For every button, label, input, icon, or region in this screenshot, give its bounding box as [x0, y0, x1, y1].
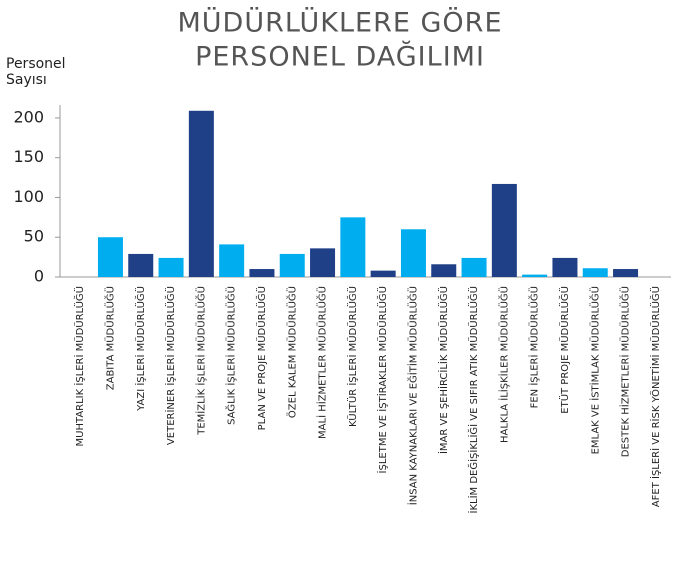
bar [310, 248, 336, 277]
x-tick-label: ETÜT PROJE MÜDÜRLÜĞÜ [558, 286, 571, 414]
x-tick-label: TEMİZLİK İŞLERİ MÜDÜRLÜĞÜ [194, 286, 207, 436]
y-tick-label: 150 [13, 147, 44, 166]
x-tick-label: KÜLTÜR İŞLERİ MÜDÜRLÜĞÜ [346, 286, 359, 427]
bar [249, 269, 275, 277]
x-tick-label: FEN İŞLERİ MÜDÜRLÜĞÜ [528, 286, 541, 408]
y-tick-label: 0 [34, 267, 44, 286]
bar [219, 244, 245, 277]
chart-title: PERSONEL DAĞILIMI [195, 41, 485, 73]
x-tick-label: İKLİM DEĞİŞİKLİĞİ VE SIFIR ATIK MÜDÜRLÜĞ… [467, 286, 480, 514]
x-tick-label: DESTEK HİZMETLERİ MÜDÜRLÜĞÜ [619, 286, 632, 457]
x-tick-label: AFET İŞLERİ VE RİSK YÖNETİMİ MÜDÜRLÜĞÜ [649, 286, 662, 507]
x-tick-label: MALİ HİZMETLER MÜDÜRLÜĞÜ [316, 286, 329, 439]
y-axis-label: Personel [6, 56, 66, 72]
bar [522, 274, 548, 277]
bar [552, 257, 578, 277]
x-tick-label: VETERİNER İŞLERİ MÜDÜRLÜĞÜ [164, 286, 177, 445]
bar [188, 110, 214, 277]
y-axis-label: Sayısı [6, 72, 47, 88]
bar [279, 253, 305, 277]
bar [400, 229, 426, 277]
bar [491, 183, 517, 277]
x-tick-label: EMLAK VE İSTİMLAK MÜDÜRLÜĞÜ [588, 286, 601, 454]
x-tick-label: SAĞLIK İŞLERİ MÜDÜRLÜĞÜ [225, 286, 238, 425]
bar [158, 257, 184, 277]
x-tick-label: İMAR VE ŞEHİRCİLİK MÜDÜRLÜĞÜ [437, 286, 450, 454]
x-tick-label: YAZI İŞLERİ MÜDÜRLÜĞÜ [134, 286, 147, 412]
x-tick-label: HALKLA İLİŞKİLER MÜDÜRLÜĞÜ [497, 286, 510, 443]
bar [128, 253, 154, 277]
chart-title: MÜDÜRLÜKLERE GÖRE [177, 7, 502, 39]
x-tick-label: MUHTARLIK İŞLERİ MÜDÜRLÜĞÜ [73, 286, 86, 446]
y-tick-label: 200 [13, 107, 44, 126]
y-tick-label: 50 [24, 227, 44, 246]
bar [582, 268, 608, 277]
bar [613, 269, 639, 277]
x-tick-label: ZABITA MÜDÜRLÜĞÜ [103, 286, 116, 390]
x-tick-label: ÖZEL KALEM MÜDÜRLÜĞÜ [285, 286, 298, 418]
bar [97, 237, 123, 277]
bar [370, 270, 396, 277]
x-tick-label: İNSAN KAYNAKLARI VE EĞİTİM MÜDÜRLÜĞÜ [406, 286, 419, 505]
bar [431, 264, 457, 277]
y-tick-label: 100 [13, 187, 44, 206]
bar [340, 217, 366, 277]
x-tick-label: PLAN VE PROJE MÜDÜRLÜĞÜ [255, 286, 268, 430]
bar [461, 257, 487, 277]
x-tick-label: İŞLETME VE İŞTİRAKLER MÜDÜRLÜĞÜ [376, 286, 389, 473]
